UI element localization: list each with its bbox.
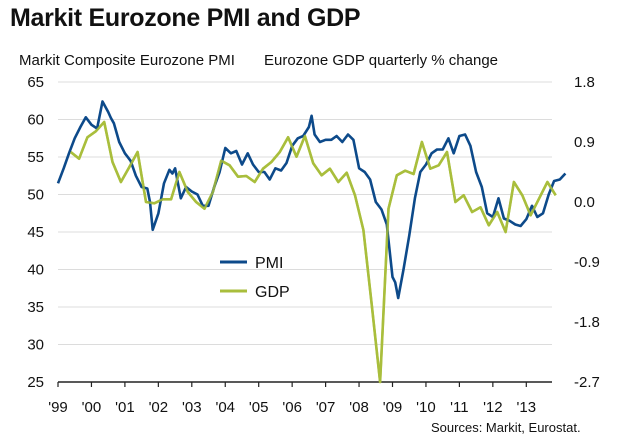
x-tick-label: '03	[182, 399, 202, 416]
left-tick-label: 35	[27, 299, 44, 316]
left-tick-label: 60	[27, 112, 44, 129]
x-tick-label: '01	[115, 399, 135, 416]
left-tick-label: 50	[27, 187, 44, 204]
right-tick-label: 1.8	[574, 74, 595, 91]
right-axis-title: Eurozone GDP quarterly % change	[264, 52, 499, 69]
gdp-line-overlay	[69, 120, 557, 384]
left-tick-label: 25	[27, 374, 44, 391]
right-tick-label: -1.8	[574, 314, 600, 331]
x-tick-label: '13	[517, 399, 537, 416]
x-tick-label: '00	[82, 399, 102, 416]
left-tick-label: 45	[27, 224, 44, 241]
left-axis-title: Markit Composite Eurozone PMI	[19, 52, 235, 69]
left-tick-label: 55	[27, 149, 44, 166]
right-tick-label: 0.0	[574, 194, 595, 211]
right-tick-label: -0.9	[574, 254, 600, 271]
x-tick-label: '04	[215, 399, 235, 416]
pmi-line	[56, 100, 567, 300]
x-tick-label: '06	[282, 399, 302, 416]
x-tick-label: '12	[483, 399, 503, 416]
source-note: Sources: Markit, Eurostat.	[431, 420, 581, 435]
right-tick-label: 0.9	[574, 134, 595, 151]
x-tick-label: '09	[383, 399, 403, 416]
legend: PMI GDP	[220, 255, 290, 301]
left-tick-label: 65	[27, 74, 44, 91]
x-tick-label: '02	[149, 399, 169, 416]
chart-title: Markit Eurozone PMI and GDP	[10, 4, 361, 32]
x-tick-label: '11	[450, 399, 468, 416]
x-tick-label: '07	[316, 399, 336, 416]
left-tick-label: 40	[27, 262, 44, 279]
right-tick-label: -2.7	[574, 374, 600, 391]
x-tick-label: '05	[249, 399, 269, 416]
x-tick-label: '08	[349, 399, 369, 416]
left-tick-label: 30	[27, 337, 44, 354]
legend-pmi-label: PMI	[255, 255, 283, 272]
x-tick-label: '10	[416, 399, 436, 416]
legend-gdp-label: GDP	[255, 284, 290, 301]
x-tick-label: '99	[48, 399, 68, 416]
